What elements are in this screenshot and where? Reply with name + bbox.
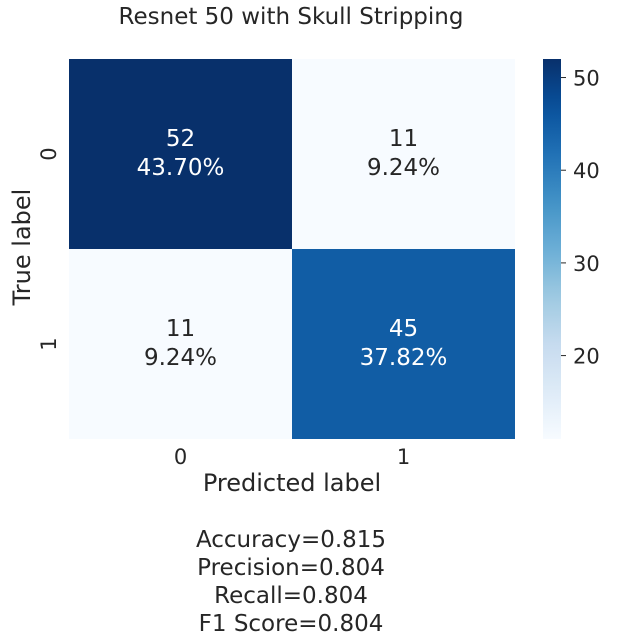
metric-line-1: Precision=0.804 bbox=[197, 555, 385, 581]
x-tick-1: 1 bbox=[397, 445, 410, 469]
cell-percent-1-0: 9.24% bbox=[144, 345, 217, 371]
chart-title: Resnet 50 with Skull Stripping bbox=[119, 4, 464, 30]
metric-line-2: Recall=0.804 bbox=[214, 583, 368, 609]
cell-0-0 bbox=[69, 59, 292, 249]
colorbar-tick-30: 30 bbox=[573, 252, 600, 276]
colorbar bbox=[543, 59, 561, 439]
y-tick-1: 1 bbox=[37, 337, 61, 350]
colorbar-ticks: 20 30 40 50 bbox=[561, 67, 600, 369]
colorbar-tick-20: 20 bbox=[573, 345, 600, 369]
y-tick-labels: 01 bbox=[37, 147, 61, 350]
metric-line-0: Accuracy=0.815 bbox=[196, 527, 386, 553]
metric-line-3: F1 Score=0.804 bbox=[199, 611, 384, 637]
metrics-block: Accuracy=0.815Precision=0.804Recall=0.80… bbox=[196, 527, 386, 637]
heatmap-cells: 52 43.70% 11 9.24% 11 9.24% 45 37.82% bbox=[69, 59, 515, 439]
y-tick-0: 0 bbox=[37, 147, 61, 160]
cell-percent-0-0: 43.70% bbox=[137, 155, 225, 181]
cell-percent-0-1: 9.24% bbox=[367, 155, 440, 181]
cell-count-0-0: 52 bbox=[166, 126, 195, 152]
cell-count-0-1: 11 bbox=[389, 126, 418, 152]
y-axis-label: True label bbox=[8, 189, 36, 307]
cell-1-1 bbox=[292, 249, 515, 439]
cell-0-1 bbox=[292, 59, 515, 249]
cell-percent-1-1: 37.82% bbox=[360, 345, 448, 371]
cell-count-1-1: 45 bbox=[389, 316, 418, 342]
colorbar-tick-50: 50 bbox=[573, 67, 600, 91]
x-axis-label: Predicted label bbox=[203, 469, 381, 497]
cell-count-1-0: 11 bbox=[166, 316, 195, 342]
colorbar-tick-40: 40 bbox=[573, 159, 600, 183]
x-tick-0: 0 bbox=[174, 445, 187, 469]
cell-1-0 bbox=[69, 249, 292, 439]
